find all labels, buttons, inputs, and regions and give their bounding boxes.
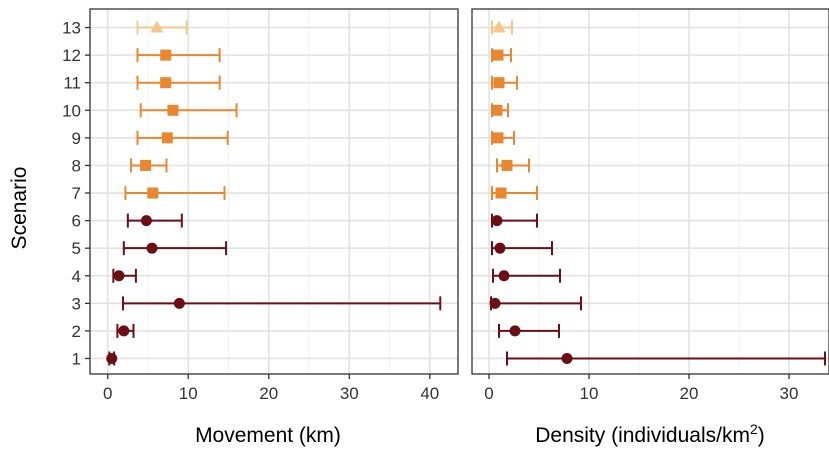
density-x-axis-title: Density (individuals/km2) (535, 421, 765, 447)
point-estimate-circle (146, 242, 158, 254)
y-tick-label: 2 (72, 322, 81, 341)
y-tick-label: 10 (62, 101, 81, 120)
x-tick-label: 0 (103, 384, 112, 403)
panel-border (471, 8, 829, 375)
point-estimate-triangle (492, 20, 506, 33)
y-tick-label: 6 (72, 212, 81, 231)
y-tick-label: 7 (72, 184, 81, 203)
point-estimate-circle (140, 215, 152, 227)
point-estimate-square (495, 187, 507, 199)
y-axis-title: Scenario (8, 167, 31, 250)
point-estimate-square (492, 49, 504, 61)
x-tick-label: 30 (780, 384, 799, 403)
point-estimate-circle (509, 325, 521, 337)
y-tick-label: 8 (72, 156, 81, 175)
point-estimate-square (493, 77, 505, 89)
panel-background (472, 9, 829, 374)
y-tick-label: 13 (62, 19, 81, 38)
point-estimate-square (160, 49, 172, 61)
point-estimate-square (501, 159, 513, 171)
point-estimate-circle (561, 353, 573, 364)
panel-border (89, 8, 459, 375)
x-tick-label: 40 (420, 384, 439, 403)
movement-x-axis-title: Movement (km) (195, 424, 341, 447)
density-panel: 0 10 20 30 (471, 8, 829, 403)
point-estimate-circle (491, 215, 503, 227)
point-estimate-circle (494, 242, 506, 254)
x-tick-label: 0 (484, 384, 493, 403)
point-estimate-square (140, 159, 152, 171)
point-estimate-square (147, 187, 159, 199)
y-tick-label: 4 (72, 267, 81, 286)
point-estimate-square (491, 104, 503, 116)
point-estimate-circle (106, 353, 118, 364)
point-estimate-square (160, 77, 172, 89)
point-estimate-square (167, 104, 179, 116)
x-tick-label: 20 (259, 384, 278, 403)
x-tick-label: 20 (680, 384, 699, 403)
y-tick-label: 3 (72, 294, 81, 313)
point-estimate-circle (173, 297, 185, 309)
density-x-axis-title-main: Density (individuals/km (535, 424, 750, 447)
point-estimate-square (492, 132, 504, 144)
density-x-axis-title-superscript: 2 (750, 421, 758, 437)
point-estimate-circle (489, 297, 501, 309)
y-tick-label: 11 (63, 74, 81, 93)
x-tick-label: 10 (580, 384, 599, 403)
y-tick-label: 12 (62, 46, 81, 65)
y-tick-label: 1 (72, 350, 81, 369)
point-estimate-circle (498, 270, 510, 282)
point-estimate-circle (113, 270, 125, 282)
y-tick-label: 5 (72, 239, 81, 258)
x-tick-label: 10 (179, 384, 198, 403)
panel-background (90, 9, 458, 374)
point-estimate-triangle (150, 20, 164, 33)
x-tick-label: 30 (340, 384, 359, 403)
point-estimate-square (161, 132, 173, 144)
point-estimate-circle (118, 325, 130, 337)
y-tick-label: 9 (72, 129, 81, 148)
density-x-axis-title-end: ) (758, 424, 765, 447)
